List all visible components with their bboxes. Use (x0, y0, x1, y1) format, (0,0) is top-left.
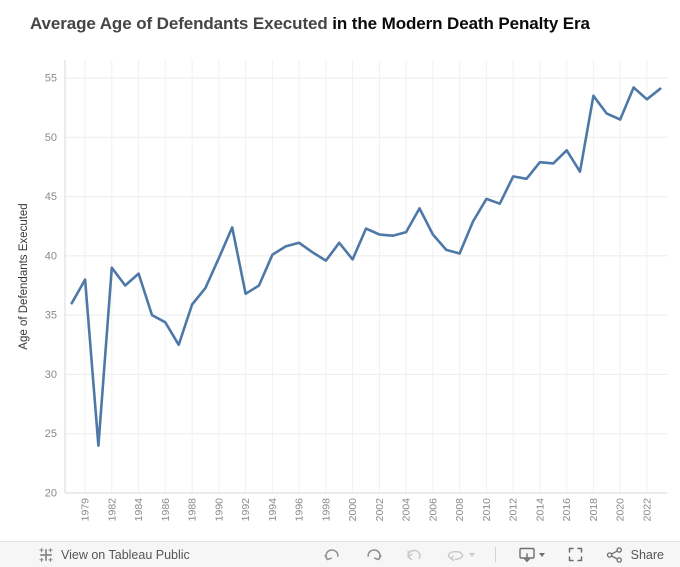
y-axis-title: Age of Defendants Executed (18, 203, 30, 349)
chart-canvas: 1979 1982 1984 1986 1988 1990 1992 1994 1996 1998… (18, 60, 667, 522)
fullscreen-button[interactable] (567, 546, 584, 564)
y-tick-label: 25 (45, 428, 57, 440)
x-tick-label: 2018 (588, 498, 600, 522)
x-tick-label: 1990 (213, 498, 225, 522)
x-tick-label: 2020 (615, 498, 627, 522)
y-tick-label: 55 (45, 73, 57, 85)
x-tick-label: 1986 (160, 498, 172, 522)
y-tick-label: 45 (45, 191, 57, 203)
refresh-button[interactable] (446, 546, 475, 564)
x-tick-label: 1982 (106, 498, 118, 522)
tableau-toolbar: View on Tableau Public (0, 541, 680, 567)
x-tick-label: 2010 (481, 498, 493, 522)
avg-age-trend-line[interactable] (70, 86, 662, 447)
chart-title-prefix: Average Age of Defendants Executed (30, 14, 328, 33)
download-icon (518, 546, 536, 563)
undo-icon (323, 547, 342, 563)
x-tick-label: 2016 (561, 498, 573, 522)
y-tick-label: 20 (45, 488, 57, 500)
x-tick-label: 2004 (401, 498, 413, 522)
undo-button[interactable] (323, 546, 342, 564)
share-button-label: Share (630, 547, 664, 562)
redo-icon (364, 547, 383, 563)
x-tick-label: 2006 (427, 498, 439, 522)
y-tick-label: 35 (45, 310, 57, 322)
toolbar-actions: Share (323, 546, 664, 564)
x-tick-label: 1992 (240, 498, 252, 522)
refresh-caret-icon (468, 552, 475, 557)
x-tick-label: 1994 (267, 498, 279, 522)
reset-icon (405, 547, 424, 563)
revert-button[interactable] (405, 546, 424, 564)
y-tick-label: 30 (45, 369, 57, 381)
x-tick-label: 2012 (508, 498, 520, 522)
x-tick-label: 1984 (133, 498, 145, 522)
x-tick-label: 1998 (320, 498, 332, 522)
toolbar-divider (494, 547, 496, 562)
refresh-icon (446, 547, 466, 563)
download-caret-icon (538, 552, 545, 557)
share-icon (606, 546, 623, 563)
y-tick-label: 50 (45, 132, 57, 144)
share-button[interactable]: Share (606, 546, 664, 564)
redo-button[interactable] (364, 546, 383, 564)
x-tick-label: 1988 (187, 498, 199, 522)
view-on-tableau-public-label: View on Tableau Public (61, 547, 190, 562)
x-tick-label: 1996 (294, 498, 306, 522)
download-button[interactable] (518, 546, 545, 564)
x-tick-label: 2014 (534, 498, 546, 522)
chart-title: Average Age of Defendants Executed in th… (30, 14, 590, 34)
fullscreen-icon (567, 546, 584, 563)
y-tick-label: 40 (45, 250, 57, 262)
x-tick-label: 1979 (80, 498, 92, 522)
x-tick-label: 2002 (374, 498, 386, 522)
x-tick-label: 2008 (454, 498, 466, 522)
chart-title-suffix: in the Modern Death Penalty Era (332, 14, 590, 33)
tableau-logo-icon (38, 547, 54, 563)
view-on-tableau-public-link[interactable]: View on Tableau Public (38, 547, 190, 563)
x-tick-label: 2000 (347, 498, 359, 522)
x-tick-label: 2022 (641, 498, 653, 522)
